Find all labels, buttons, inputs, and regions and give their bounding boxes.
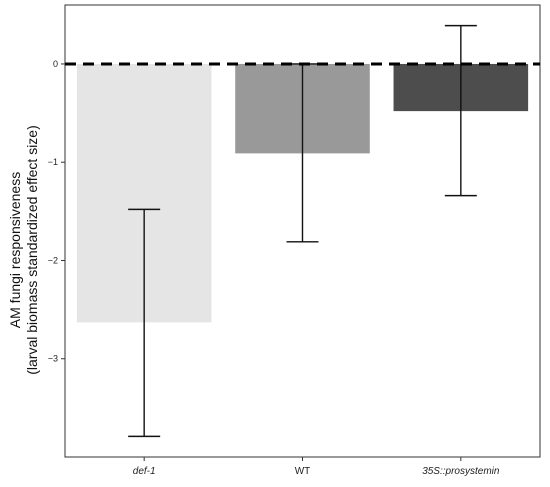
y-axis-title-line2: (larval biomass standardized effect size… (24, 125, 40, 375)
y-tick-label-2: −1 (48, 157, 58, 167)
y-tick-label-1: 0 (53, 59, 58, 69)
y-axis-title: AM fungi responsiveness (larval biomass … (7, 125, 40, 375)
plot-area: def-1 WT 35S::prosystemin 0−1−2−3 (48, 4, 541, 477)
x-tick-label-1: def-1 (133, 466, 156, 477)
y-tick-label-3: −2 (48, 255, 58, 265)
x-tick-label-3: 35S::prosystemin (422, 466, 500, 477)
x-tick-label-2: WT (295, 466, 311, 477)
y-tick-label-4: −3 (48, 354, 58, 364)
y-axis-title-line1: AM fungi responsiveness (7, 172, 23, 328)
